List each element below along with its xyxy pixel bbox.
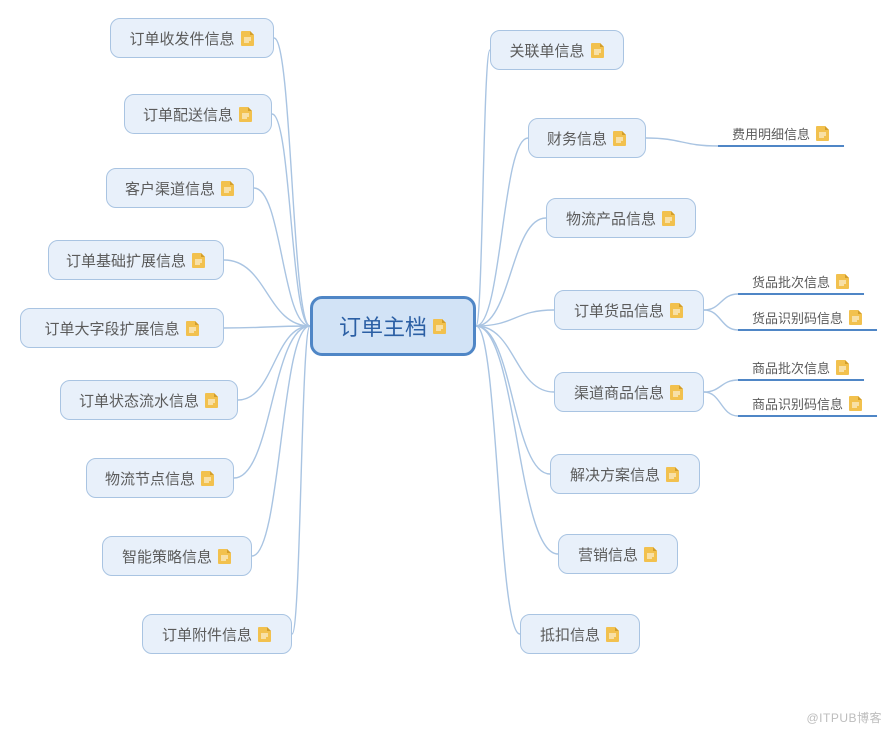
- page-icon: [218, 548, 232, 564]
- page-icon: [433, 318, 447, 334]
- node-l3[interactable]: 订单基础扩展信息: [48, 240, 224, 280]
- node-r2[interactable]: 物流产品信息: [546, 198, 696, 238]
- page-icon: [221, 180, 235, 196]
- node-label: 订单配送信息: [143, 104, 233, 125]
- page-icon: [591, 42, 605, 58]
- node-l2[interactable]: 客户渠道信息: [106, 168, 254, 208]
- node-l7[interactable]: 智能策略信息: [102, 536, 252, 576]
- node-label: 解决方案信息: [570, 464, 660, 485]
- node-label: 订单状态流水信息: [79, 390, 199, 411]
- node-label: 货品识别码信息: [752, 308, 843, 327]
- node-label: 物流产品信息: [566, 208, 656, 229]
- page-icon: [241, 30, 255, 46]
- page-icon: [670, 384, 684, 400]
- node-r3a[interactable]: 货品批次信息: [740, 270, 862, 292]
- node-r3[interactable]: 订单货品信息: [554, 290, 704, 330]
- page-icon: [666, 466, 680, 482]
- node-label: 物流节点信息: [105, 468, 195, 489]
- page-icon: [192, 252, 206, 268]
- page-icon: [836, 359, 850, 375]
- page-icon: [239, 106, 253, 122]
- node-r5[interactable]: 解决方案信息: [550, 454, 700, 494]
- node-label: 商品识别码信息: [752, 394, 843, 413]
- node-l8[interactable]: 订单附件信息: [142, 614, 292, 654]
- node-label: 费用明细信息: [732, 124, 810, 143]
- page-icon: [670, 302, 684, 318]
- node-l4[interactable]: 订单大字段扩展信息: [20, 308, 224, 348]
- node-label: 营销信息: [578, 544, 638, 565]
- node-label: 商品批次信息: [752, 358, 830, 377]
- node-label: 订单大字段扩展信息: [44, 318, 179, 339]
- page-icon: [258, 626, 272, 642]
- page-icon: [613, 130, 627, 146]
- node-label: 订单货品信息: [574, 300, 664, 321]
- page-icon: [205, 392, 219, 408]
- node-label: 抵扣信息: [540, 624, 600, 645]
- node-r4a[interactable]: 商品批次信息: [740, 356, 862, 378]
- node-l1[interactable]: 订单配送信息: [124, 94, 272, 134]
- node-label: 订单主档: [339, 310, 427, 342]
- node-r4[interactable]: 渠道商品信息: [554, 372, 704, 412]
- node-r4b[interactable]: 商品识别码信息: [740, 392, 875, 414]
- page-icon: [836, 273, 850, 289]
- watermark-text: @ITPUB博客: [806, 709, 882, 726]
- page-icon: [849, 309, 863, 325]
- page-icon: [201, 470, 215, 486]
- node-l6[interactable]: 物流节点信息: [86, 458, 234, 498]
- node-label: 关联单信息: [509, 40, 584, 61]
- node-label: 订单基础扩展信息: [66, 250, 186, 271]
- page-icon: [186, 320, 200, 336]
- node-l5[interactable]: 订单状态流水信息: [60, 380, 238, 420]
- node-r7[interactable]: 抵扣信息: [520, 614, 640, 654]
- node-label: 智能策略信息: [122, 546, 212, 567]
- page-icon: [816, 125, 830, 141]
- node-label: 订单收发件信息: [129, 28, 234, 49]
- page-icon: [849, 395, 863, 411]
- node-root[interactable]: 订单主档: [310, 296, 476, 356]
- node-l0[interactable]: 订单收发件信息: [110, 18, 274, 58]
- page-icon: [606, 626, 620, 642]
- node-label: 渠道商品信息: [574, 382, 664, 403]
- node-label: 财务信息: [547, 128, 607, 149]
- node-r3b[interactable]: 货品识别码信息: [740, 306, 875, 328]
- node-r1a[interactable]: 费用明细信息: [720, 122, 842, 144]
- page-icon: [662, 210, 676, 226]
- page-icon: [644, 546, 658, 562]
- node-r1[interactable]: 财务信息: [528, 118, 646, 158]
- node-label: 订单附件信息: [162, 624, 252, 645]
- node-r0[interactable]: 关联单信息: [490, 30, 624, 70]
- node-r6[interactable]: 营销信息: [558, 534, 678, 574]
- node-label: 货品批次信息: [752, 272, 830, 291]
- node-label: 客户渠道信息: [125, 178, 215, 199]
